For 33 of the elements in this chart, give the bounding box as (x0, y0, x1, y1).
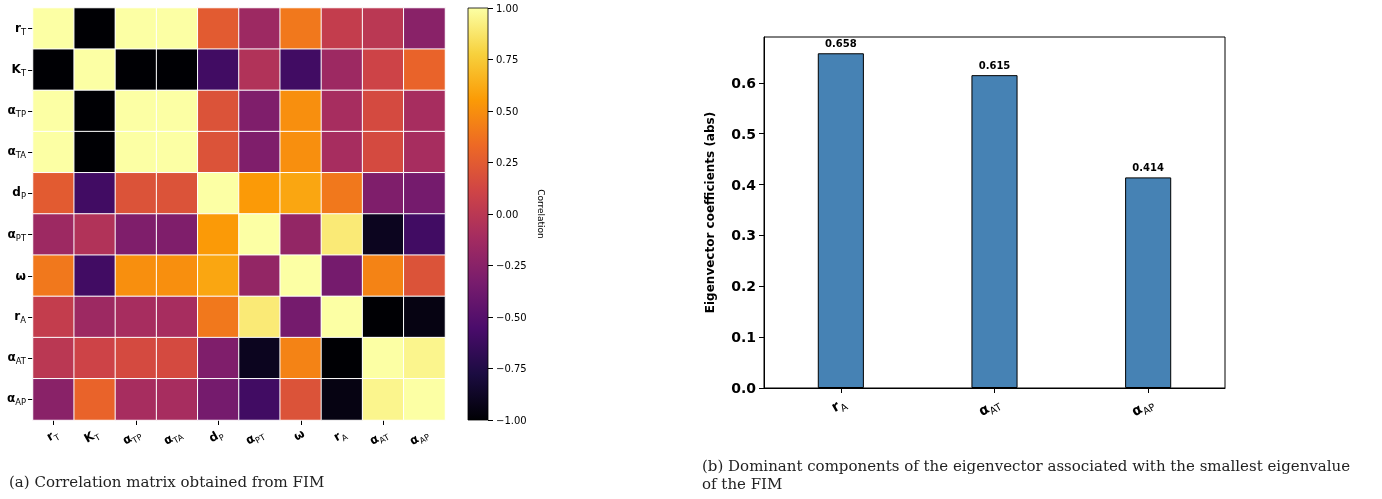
data-label: 0.658 (825, 37, 857, 49)
color-bar-label: −0.50 (496, 311, 527, 323)
x-tick-label: ω (291, 426, 308, 444)
data-label: 0.414 (1132, 161, 1165, 173)
color-bar-label: −0.25 (496, 260, 527, 271)
y-tick-label: K$_{T}$ (11, 61, 26, 78)
y-tick-label: ω (15, 268, 26, 283)
y-tick-label: 0.1 (731, 329, 756, 346)
color-bar-title: Correlation (535, 189, 546, 239)
y-tick-label: 0.3 (731, 227, 756, 244)
y-tick-label: α$_{AT}$ (7, 349, 26, 367)
y-tick-label: 0.4 (731, 176, 757, 193)
y-tick-label: α$_{PT}$ (7, 226, 26, 243)
y-tick-label: r$_{A}$ (14, 308, 26, 325)
text: (a) Correlation matrix obtained from FIM (9, 473, 325, 491)
color-bar-label: 0.00 (496, 208, 519, 220)
color-bar-label: 0.25 (496, 157, 519, 168)
color-bar-label: −1.00 (496, 414, 527, 426)
data-label: 0.615 (978, 59, 1011, 71)
color-bar-label: 0.50 (496, 105, 519, 117)
y-tick-label: α$_{TP}$ (7, 102, 26, 119)
y-tick-label: 0.2 (731, 278, 756, 295)
y-tick-label: d$_{P}$ (12, 184, 26, 202)
y-tick-label: r$_{T}$ (14, 20, 26, 37)
y-axis-title: Eigenvector coefficients (abs) (703, 111, 717, 314)
y-tick-label: 0.5 (731, 125, 756, 142)
color-bar-label: 1.00 (496, 2, 519, 14)
color-bar-label: −0.75 (496, 363, 527, 374)
y-tick-label: α$_{TA}$ (7, 143, 26, 161)
color-bar-label: 0.75 (496, 54, 519, 65)
y-tick-label: 0.6 (731, 74, 756, 91)
y-tick-label: 0.0 (731, 380, 757, 396)
text: (b) Dominant components of the eigenvector associated with the smallest eigenvalue of the FIM (702, 457, 1355, 493)
